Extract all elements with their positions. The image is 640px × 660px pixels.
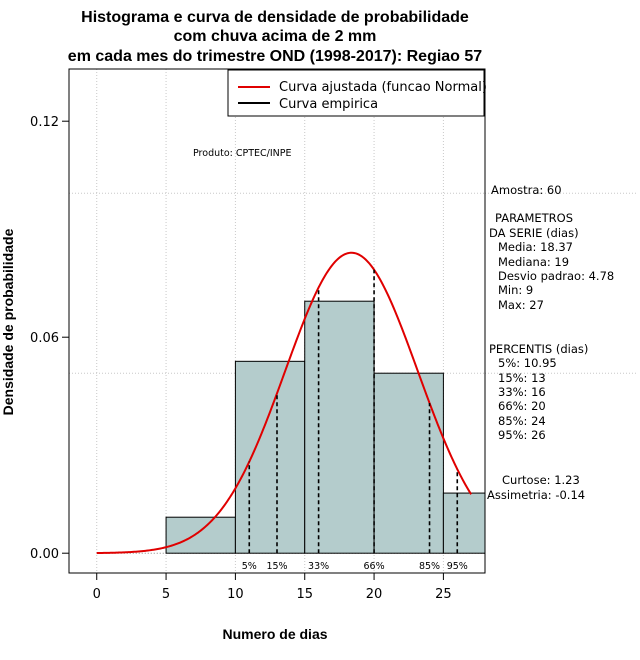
x-tick-label-4: 20 <box>366 587 383 602</box>
y-tick-label-1: 0.06 <box>30 331 59 346</box>
percentile-label-0: 5% <box>242 561 257 572</box>
chart-title-line-2: com chuva acima de 2 mm <box>174 28 377 45</box>
histogram-bar-1 <box>234 360 306 554</box>
percentile-label-2: 33% <box>308 561 329 572</box>
percentile-label-1: 15% <box>266 561 287 572</box>
x-tick-label-3: 15 <box>296 587 313 602</box>
normal-curve <box>96 251 472 555</box>
x-tick-label-0: 0 <box>93 587 101 602</box>
x-tick-label-1: 5 <box>162 587 170 602</box>
stat-param-title-2: DA SERIE (dias) <box>489 226 579 240</box>
stat-mediana: Mediana: 19 <box>498 255 569 269</box>
stat-amostra: Amostra: 60 <box>491 183 562 197</box>
stat-p95: 95%: 26 <box>498 428 546 442</box>
x-axis-label: Numero de dias <box>222 626 327 642</box>
stat-p66: 66%: 20 <box>498 399 546 413</box>
histogram-bar-3 <box>373 372 444 554</box>
stat-percentis-title: PERCENTIS (dias) <box>489 342 588 356</box>
x-tick-label-2: 10 <box>227 587 244 602</box>
histogram-bar-4 <box>442 492 486 554</box>
stat-p15: 15%: 13 <box>498 371 546 385</box>
stat-assimetria: Assimetria: -0.14 <box>487 488 585 502</box>
y-tick-label-0: 0.00 <box>30 547 59 562</box>
stat-desvio: Desvio padrao: 4.78 <box>498 269 614 283</box>
percentile-label-5: 95% <box>447 561 468 572</box>
stat-param-title-1: PARAMETROS <box>495 211 573 225</box>
percentile-markers: 5% 15% 33% 66% 85% 95% <box>242 269 468 572</box>
stat-media: Media: 18.37 <box>498 240 573 254</box>
legend-label-empirical: Curva empirica <box>279 97 378 112</box>
percentile-label-4: 85% <box>419 561 440 572</box>
stat-min: Min: 9 <box>498 283 533 297</box>
x-tick-label-5: 25 <box>435 587 452 602</box>
product-label: Produto: CPTEC/INPE <box>193 148 292 159</box>
stat-curtose: Curtose: 1.23 <box>502 473 580 487</box>
legend-box <box>227 69 485 117</box>
normal-curve-line <box>96 251 472 555</box>
histogram-bars <box>165 300 486 554</box>
stat-p5: 5%: 10.95 <box>498 356 557 370</box>
y-axis-label: Densidade de probabilidade <box>0 228 16 415</box>
percentile-label-3: 66% <box>364 561 385 572</box>
stat-p85: 85%: 24 <box>498 414 546 428</box>
axes: 0 5 10 15 20 25 0.00 0.06 0.12 <box>30 115 452 602</box>
chart-title-line-3: em cada mes do trimestre OND (1998-2017)… <box>68 48 483 65</box>
stats-panel: Amostra: 60 PARAMETROS DA SERIE (dias) M… <box>487 183 614 502</box>
legend-label-normal: Curva ajustada (funcao Normal) <box>279 80 487 95</box>
histogram-bar-2 <box>304 300 375 554</box>
y-tick-label-2: 0.12 <box>30 115 59 130</box>
histogram-bar-0 <box>165 516 236 554</box>
legend: Curva ajustada (funcao Normal) Curva emp… <box>227 69 487 117</box>
stat-p33: 33%: 16 <box>498 385 546 399</box>
chart-title-line-1: Histograma e curva de densidade de proba… <box>81 9 469 26</box>
stat-max: Max: 27 <box>498 298 544 312</box>
